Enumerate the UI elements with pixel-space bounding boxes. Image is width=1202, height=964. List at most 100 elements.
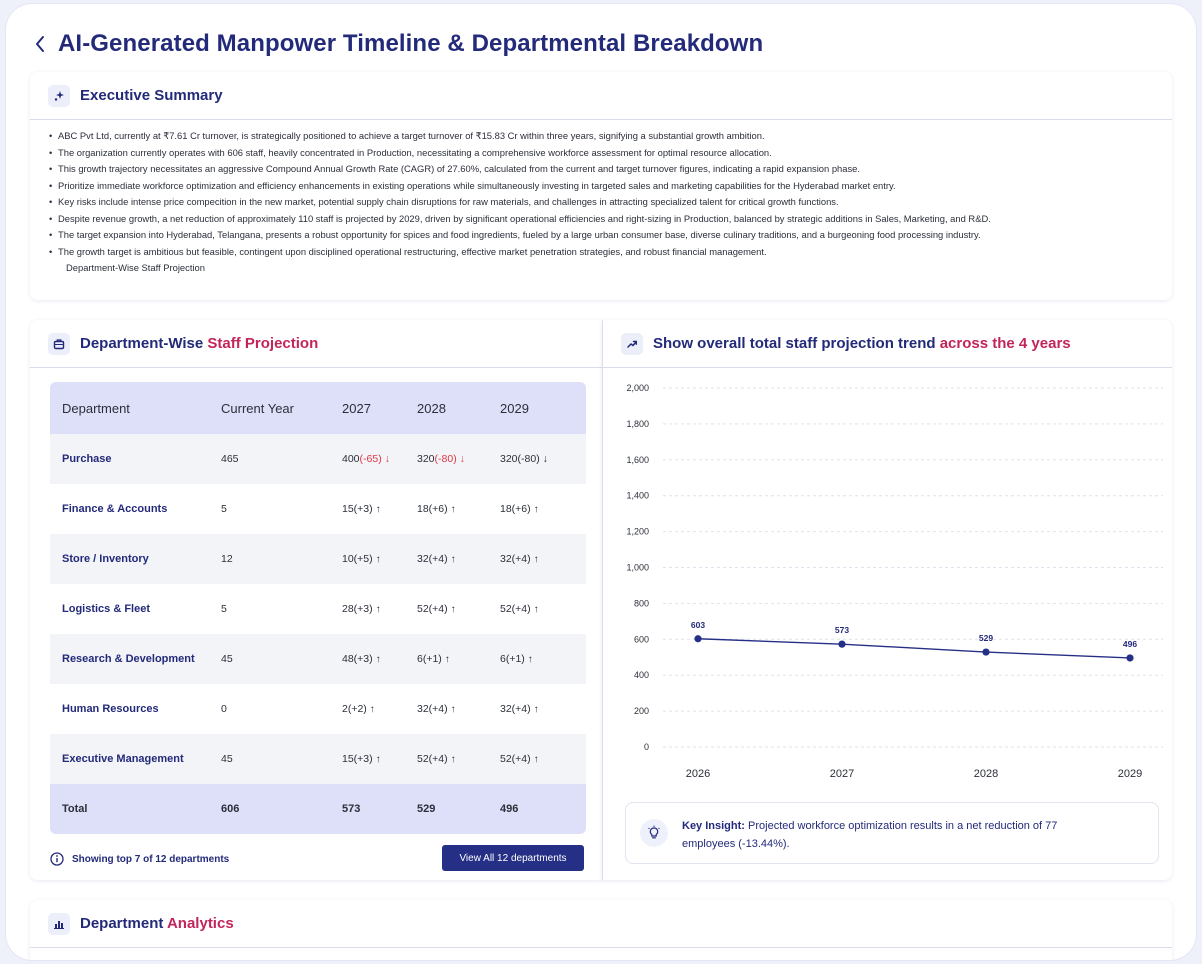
data-label: 496: [1123, 639, 1137, 649]
executive-summary-title: Executive Summary: [80, 87, 223, 104]
info-icon: [50, 852, 64, 866]
current-value: 465: [221, 453, 239, 465]
up-arrow-icon: ↑: [533, 554, 539, 565]
department-projection-card: Department-Wise Staff Projection Departm…: [30, 320, 602, 880]
view-all-departments-button[interactable]: View All 12 departments: [442, 845, 584, 871]
y-tick-label: 0: [644, 742, 649, 752]
back-chevron-icon[interactable]: [34, 33, 48, 55]
y-tick-label: 1,400: [626, 491, 649, 501]
column-header: Department: [62, 400, 130, 416]
summary-bullet: ABC Pvt Ltd, currently at ₹7.61 Cr turno…: [49, 128, 1152, 145]
up-arrow-icon: ↑: [450, 704, 456, 715]
footnote-text: Showing top 7 of 12 departments: [72, 853, 230, 865]
summary-bullets: ABC Pvt Ltd, currently at ₹7.61 Cr turno…: [30, 120, 1172, 260]
up-arrow-icon: ↑: [450, 754, 456, 765]
department-table: Department Current Year 2027 2028 2029 P…: [50, 382, 586, 834]
table-header-row: Department Current Year 2027 2028 2029: [50, 382, 586, 434]
department-name: Logistics & Fleet: [62, 603, 151, 615]
data-point: [982, 648, 990, 656]
table-row: Store / Inventory 12 10(+5) ↑ 32(+4) ↑ 3…: [50, 534, 586, 584]
current-value: 0: [221, 703, 227, 715]
department-name: Human Resources: [62, 703, 159, 715]
title-accent: across the 4 years: [939, 335, 1071, 352]
key-insight-text: Key Insight: Projected workforce optimiz…: [682, 817, 1112, 853]
table-total-row: Total 606 573 529 496: [50, 784, 586, 834]
column-header: Current Year: [221, 400, 294, 416]
insight-body: Projected workforce optimization results…: [682, 820, 1058, 850]
title-accent: Analytics: [166, 915, 234, 932]
insight-label: Key Insight:: [682, 820, 745, 832]
current-value: 12: [221, 553, 233, 565]
value-2029: 6(+1) ↑: [500, 653, 533, 665]
value-2028: 52(+4) ↑: [417, 753, 456, 765]
table-row: Research & Development 45 48(+3) ↑ 6(+1)…: [50, 634, 586, 684]
current-value: 5: [221, 503, 227, 515]
up-arrow-icon: ↑: [375, 654, 381, 665]
y-tick-label: 1,000: [626, 563, 649, 573]
total-2028: 529: [417, 803, 436, 815]
value-2028: 6(+1) ↑: [417, 653, 450, 665]
executive-summary-header: Executive Summary: [30, 72, 1172, 120]
department-name: Purchase: [62, 453, 112, 465]
title-main: Show overall total staff projection tren…: [653, 335, 940, 352]
y-tick-label: 200: [634, 706, 649, 716]
up-arrow-icon: ↑: [533, 704, 539, 715]
value-2027: 15(+3) ↑: [342, 503, 381, 515]
x-tick-label: 2028: [974, 768, 998, 780]
title-accent: Staff Projection: [207, 335, 319, 352]
total-2027: 573: [342, 803, 361, 815]
page-title: AI-Generated Manpower Timeline & Departm…: [58, 30, 764, 57]
trending-up-icon: [621, 332, 643, 355]
table-row: Logistics & Fleet 5 28(+3) ↑ 52(+4) ↑ 52…: [50, 584, 586, 634]
value-2029: 32(+4) ↑: [500, 703, 539, 715]
department-projection-header: Department-Wise Staff Projection: [30, 320, 602, 368]
value-2027: 15(+3) ↑: [342, 753, 381, 765]
department-name: Executive Management: [62, 753, 184, 765]
table-row: Purchase 465 400(-65) ↓ 320(-80) ↓ 320(-…: [50, 434, 586, 484]
summary-bullet: The growth target is ambitious but feasi…: [49, 244, 1152, 261]
value-2027: 400(-65) ↓: [342, 453, 390, 465]
summary-bullet: The organization currently operates with…: [49, 145, 1152, 162]
column-header: 2029: [500, 400, 529, 416]
data-point: [838, 640, 846, 648]
up-arrow-icon: ↑: [450, 604, 456, 615]
down-arrow-icon: ↓: [384, 453, 390, 465]
table-row: Finance & Accounts 5 15(+3) ↑ 18(+6) ↑ 1…: [50, 484, 586, 534]
staff-trend-header: Show overall total staff projection tren…: [603, 320, 1172, 368]
value-2028: 32(+4) ↑: [417, 553, 456, 565]
summary-bullet: This growth trajectory necessitates an a…: [49, 161, 1152, 178]
lightbulb-icon: [640, 819, 668, 847]
value-2029: 320(-80) ↓: [500, 453, 548, 465]
value-2027: 10(+5) ↑: [342, 553, 381, 565]
up-arrow-icon: ↑: [369, 704, 375, 715]
table-row: Executive Management 45 15(+3) ↑ 52(+4) …: [50, 734, 586, 784]
up-arrow-icon: ↑: [450, 504, 456, 515]
key-insight-box: Key Insight: Projected workforce optimiz…: [625, 802, 1159, 864]
table-row: Human Resources 0 2(+2) ↑ 32(+4) ↑ 32(+4…: [50, 684, 586, 734]
sparkle-icon: [48, 84, 70, 107]
data-label: 603: [691, 620, 705, 630]
summary-bullet: Key risks include intense price compecit…: [49, 194, 1152, 211]
value-2029: 32(+4) ↑: [500, 553, 539, 565]
down-arrow-icon: ↓: [542, 453, 548, 465]
data-point: [694, 635, 702, 643]
department-name: Store / Inventory: [62, 553, 149, 565]
staff-trend-chart: 0 200 400 600 800 1,000 1,200 1,400 1,600 1,800 2,…: [626, 383, 1163, 780]
page-header: AI-Generated Manpower Timeline & Departm…: [34, 30, 763, 58]
x-tick-label: 2029: [1118, 768, 1142, 780]
x-tick-label: 2027: [830, 768, 854, 780]
summary-bullet: Despite revenue growth, a net reduction …: [49, 211, 1152, 228]
value-2028: 320(-80) ↓: [417, 453, 465, 465]
y-tick-label: 800: [634, 598, 649, 608]
department-projection-title: Department-Wise Staff Projection: [80, 335, 318, 352]
y-tick-label: 1,800: [626, 419, 649, 429]
staff-trend-title: Show overall total staff projection tren…: [653, 335, 1071, 352]
department-name: Finance & Accounts: [62, 503, 168, 515]
up-arrow-icon: ↑: [375, 504, 381, 515]
column-header: 2027: [342, 400, 371, 416]
summary-trailing-text: Department-Wise Staff Projection: [66, 262, 205, 273]
up-arrow-icon: ↑: [533, 504, 539, 515]
value-2029: 52(+4) ↑: [500, 603, 539, 615]
current-value: 45: [221, 653, 233, 665]
up-arrow-icon: ↑: [444, 654, 450, 665]
